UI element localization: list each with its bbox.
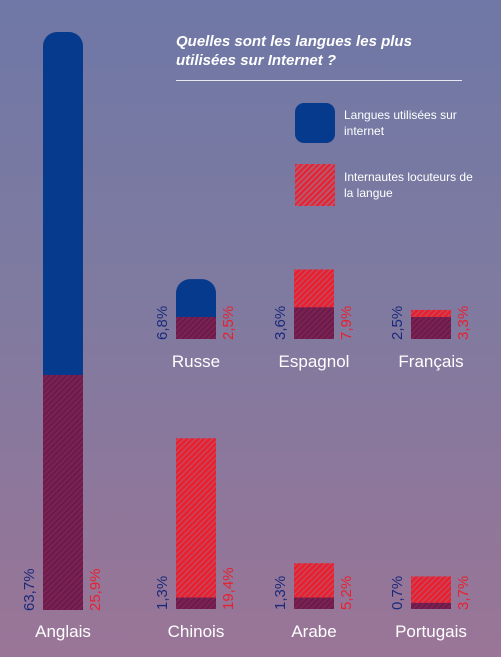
value-label-speakers-russe: 2,5% (220, 305, 237, 340)
category-label-chinois: Chinois (167, 622, 225, 641)
value-label-speakers-arabe: 5,2% (338, 575, 355, 610)
legend-swatch-speakers (295, 164, 335, 206)
bar-overlap-anglais (43, 374, 83, 610)
category-label-anglais: Anglais (35, 622, 91, 641)
bar-overlap-chinois (176, 597, 216, 609)
legend-label-internet: Langues utilisées sur internet (344, 108, 457, 138)
bar-overlap-arabe (294, 597, 334, 609)
legend-label-speakers: Internautes locuteurs de la langue (344, 170, 473, 200)
category-label-arabe: Arabe (291, 622, 337, 641)
chart-title: Quelles sont les langues les plus utilis… (176, 33, 412, 69)
bar-overlap-portugais (411, 602, 451, 609)
value-label-speakers-chinois: 19,4% (220, 567, 237, 610)
value-label-speakers-portugais: 3,7% (455, 575, 472, 610)
value-label-internet-portugais: 0,7% (389, 575, 406, 610)
value-label-speakers-francais: 3,3% (455, 305, 472, 340)
title-divider (176, 80, 462, 81)
value-label-internet-arabe: 1,3% (272, 575, 289, 610)
legend-swatch-internet (295, 103, 335, 143)
bar-overlap-francais (411, 317, 451, 339)
value-label-internet-espagnol: 3,6% (272, 305, 289, 340)
bar-speakers-chinois (176, 438, 216, 609)
value-label-internet-russe: 6,8% (154, 305, 171, 340)
category-label-francais: Français (398, 352, 464, 371)
value-label-internet-chinois: 1,3% (154, 575, 171, 610)
value-label-speakers-anglais: 25,9% (87, 568, 104, 611)
category-label-russe: Russe (171, 352, 221, 371)
bar-overlap-russe (176, 317, 216, 339)
bar-overlap-espagnol (294, 307, 334, 339)
category-label-portugais: Portugais (395, 622, 467, 641)
category-label-espagnol: Espagnol (278, 352, 350, 371)
value-label-internet-francais: 2,5% (389, 305, 406, 340)
value-label-speakers-espagnol: 7,9% (338, 305, 355, 340)
value-label-internet-anglais: 63,7% (21, 568, 38, 611)
